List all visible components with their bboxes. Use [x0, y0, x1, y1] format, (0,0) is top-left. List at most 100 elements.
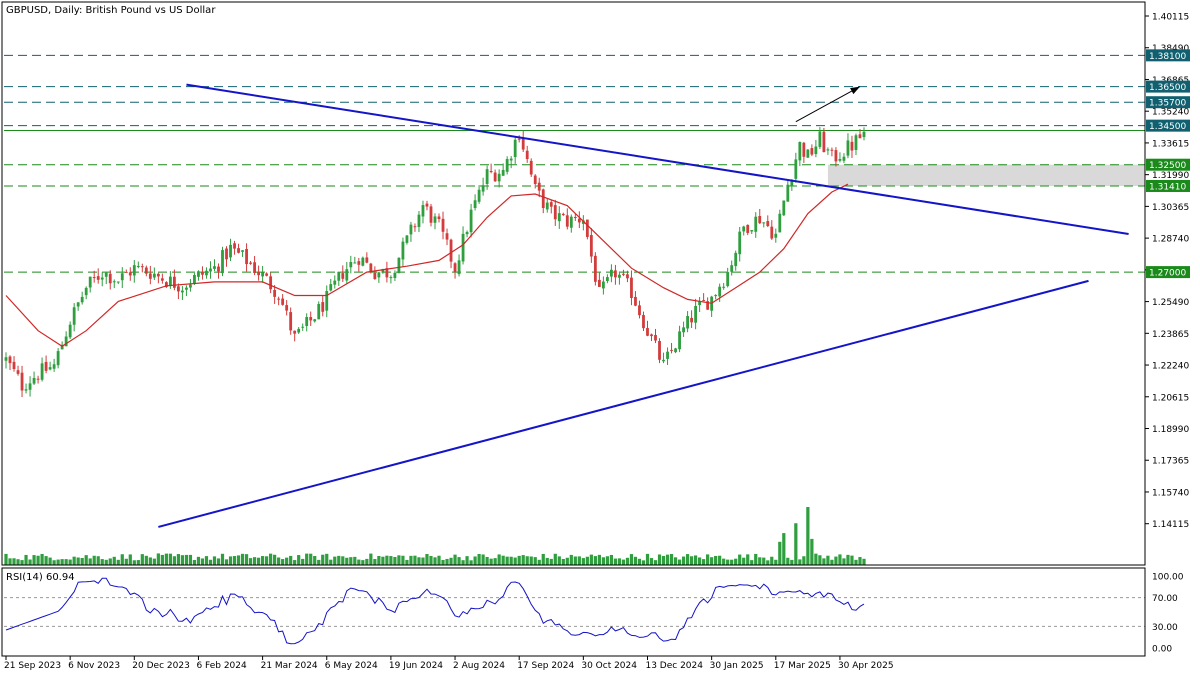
volume-bar	[706, 554, 710, 565]
volume-bar	[160, 554, 164, 565]
volume-bar	[8, 558, 12, 565]
candle-body	[40, 363, 44, 380]
candle-body	[834, 150, 838, 162]
volume-bar	[689, 556, 694, 565]
candle-body	[577, 218, 581, 223]
volume-bar	[68, 559, 72, 565]
volume-bar	[313, 555, 317, 565]
candle-body	[573, 217, 577, 219]
candle-body	[148, 273, 152, 279]
candle-body	[734, 252, 738, 267]
volume-bar	[557, 556, 561, 565]
volume-bar	[88, 558, 92, 565]
candle-body	[654, 335, 657, 341]
time-tick-label: 17 Sep 2024	[517, 661, 574, 671]
candle-body	[88, 276, 92, 288]
level-label-box	[1146, 158, 1190, 171]
volume-bar	[192, 559, 197, 565]
candle-body	[429, 206, 433, 223]
volume-bar	[200, 558, 205, 565]
price-tick-label: 1.20615	[1152, 393, 1189, 403]
volume-bar	[20, 560, 24, 565]
candle-body	[177, 286, 180, 292]
candle-body	[28, 383, 32, 390]
descending-trendline	[186, 83, 1129, 236]
candle-body	[453, 263, 457, 273]
time-tick-label: 20 Dec 2023	[132, 661, 190, 671]
candle-body	[589, 235, 593, 257]
volume-bar	[802, 556, 806, 565]
candle-body	[469, 209, 473, 233]
candle-body	[565, 215, 569, 227]
candle-body	[758, 215, 762, 224]
candle-body	[706, 301, 710, 310]
volume-bar	[108, 558, 112, 565]
candle-body	[541, 189, 545, 208]
volume-bar	[116, 559, 120, 565]
volume-bar	[838, 554, 842, 565]
volume-bar	[40, 553, 44, 565]
volume-bar	[421, 557, 425, 565]
candle-body	[52, 364, 56, 369]
candle-body	[108, 273, 112, 284]
candle-body	[433, 216, 437, 223]
candle-body	[76, 302, 80, 307]
candle-body	[770, 226, 774, 239]
volume-bar	[112, 556, 116, 565]
candle-body	[229, 244, 232, 258]
candle-body	[690, 317, 693, 323]
candle-body	[830, 149, 834, 151]
volume-bar	[826, 555, 830, 565]
rsi-tick-label: 100.00	[1152, 573, 1184, 583]
candle-body	[497, 173, 501, 182]
volume-bar	[317, 559, 321, 565]
candle-body	[686, 316, 689, 329]
candle-body	[718, 286, 722, 297]
price-tick-label: 1.31990	[1152, 171, 1189, 181]
volume-bar	[256, 557, 261, 565]
volume-bar	[665, 554, 670, 565]
candle-body	[241, 250, 244, 252]
candle-body	[806, 149, 810, 158]
volume-bar	[770, 556, 774, 565]
volume-bar	[521, 555, 525, 565]
volume-bar	[248, 558, 253, 565]
candle-body	[622, 273, 625, 275]
candle-body	[605, 277, 609, 281]
volume-bar	[4, 553, 8, 565]
volume-bar	[477, 554, 481, 565]
candle-body	[321, 302, 325, 312]
candle-body	[838, 159, 842, 161]
candle-body	[445, 233, 449, 240]
volume-bar	[381, 556, 385, 565]
candle-body	[24, 389, 28, 391]
candle-body	[638, 305, 641, 316]
price-tick-label: 1.22240	[1152, 362, 1189, 372]
candle-body	[213, 266, 216, 269]
volume-bar	[445, 558, 449, 565]
candle-body	[373, 272, 377, 280]
candle-body	[521, 137, 525, 150]
volume-bar	[64, 559, 68, 565]
volume-bar	[453, 554, 457, 565]
volume-bar	[553, 553, 557, 565]
candle-body	[593, 255, 597, 282]
candle-body	[670, 349, 673, 351]
volume-bar	[136, 560, 140, 565]
candle-body	[249, 262, 252, 264]
candle-body	[44, 361, 48, 371]
candle-body	[401, 241, 405, 260]
volume-bar	[661, 555, 666, 565]
rsi-panel-border	[1, 567, 1146, 657]
candle-body	[201, 271, 204, 275]
candle-body	[421, 205, 425, 217]
time-tick-label: 30 Jan 2025	[710, 661, 764, 671]
candle-body	[850, 141, 854, 151]
volume-bar	[76, 557, 80, 565]
candle-body	[393, 272, 397, 278]
candle-body	[842, 156, 846, 161]
volume-bar	[685, 554, 690, 565]
candle-body	[265, 273, 269, 276]
arrow-head	[850, 86, 860, 95]
